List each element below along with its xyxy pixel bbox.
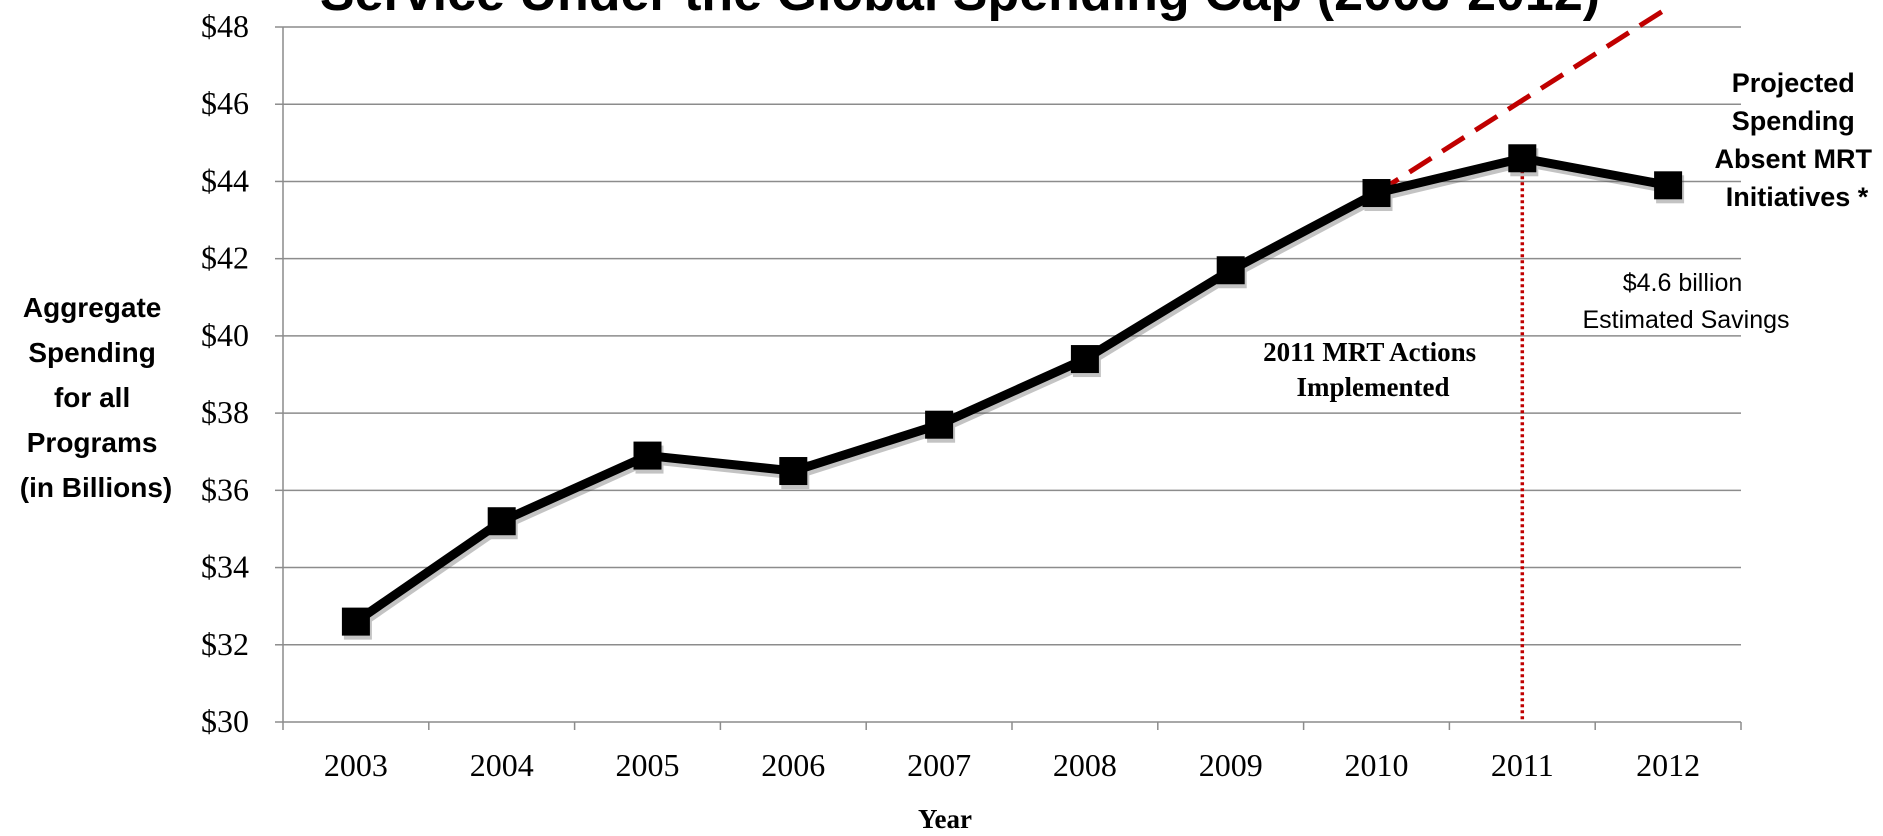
savings-label-line: Estimated Savings [1582,306,1789,334]
y-tick-label: $46 [201,85,249,121]
projected-label-line: Absent MRT [1714,144,1872,174]
y-tick-label: $34 [201,549,249,585]
projected-series [1375,5,1670,196]
projected-spending-label: Projected Spending Absent MRT Initiative… [1714,68,1879,212]
x-tick-label: 2009 [1199,747,1263,783]
y-tick-label: $36 [201,471,249,507]
x-axis-title: Year [918,804,972,834]
y-tick-label: $32 [201,626,249,662]
x-tick-label: 2007 [907,747,971,783]
y-axis-title-line: Spending [28,337,156,368]
x-tick-label: 2003 [324,747,388,783]
data-point-marker [633,441,662,470]
x-tick-label: 2004 [470,747,534,783]
y-tick-label: $38 [201,394,249,430]
y-tick-label: $42 [201,240,249,276]
x-tick-label: 2008 [1053,747,1117,783]
projected-label-line: Projected [1732,68,1855,98]
y-axis-title-line: Programs [27,427,158,458]
projected-series-line [1375,5,1670,196]
y-axis-ticks: $30 $32 $34 $36 $38 $40 $42 $44 $46 $48 [201,8,283,739]
x-axis-ticks: 2003 2004 2005 2006 2007 2008 2009 2010 2011 2012 [282,722,1742,783]
gridlines [283,26,1741,646]
mrt-label-line: 2011 MRT Actions [1263,337,1476,367]
x-tick-label: 2011 [1491,747,1554,783]
mrt-actions-label: 2011 MRT Actions Implemented [1263,337,1483,402]
x-tick-label: 2010 [1345,747,1409,783]
data-point-marker [779,457,808,486]
data-point-marker [1216,256,1245,285]
actual-series [341,144,1685,640]
chart-title: Service Under the Global Spending Cap (2… [320,0,1600,22]
data-point-marker [1654,171,1683,200]
y-axis-title-line: (in Billions) [20,472,172,503]
y-axis-title: Aggregate Spending for all Programs (in … [20,292,172,503]
data-point-marker [341,607,370,636]
data-point-marker [925,410,954,439]
x-tick-label: 2012 [1636,747,1700,783]
projected-label-line: Initiatives * [1726,182,1869,212]
savings-label-line: $4.6 billion [1623,269,1743,297]
y-tick-label: $48 [201,8,249,44]
data-point-marker [1070,345,1099,374]
mrt-label-line: Implemented [1297,372,1450,402]
x-tick-label: 2005 [616,747,680,783]
savings-label: $4.6 billion Estimated Savings [1582,269,1789,334]
data-point-marker [1362,179,1391,208]
x-tick-label: 2006 [761,747,825,783]
y-tick-label: $40 [201,317,249,353]
y-axis-title-line: Aggregate [23,292,161,323]
y-tick-label: $44 [201,162,249,198]
y-axis-title-line: for all [54,382,130,413]
actual-series-line [353,153,1669,626]
y-tick-label: $30 [201,703,249,739]
projected-label-line: Spending [1732,106,1855,136]
data-point-marker [1508,144,1537,173]
data-point-marker [487,507,516,536]
